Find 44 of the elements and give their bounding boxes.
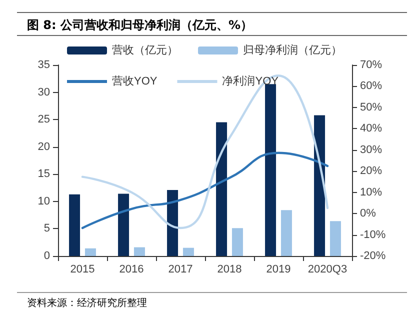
bar bbox=[314, 115, 326, 256]
y2-tick-label: 50% bbox=[360, 101, 382, 114]
bar bbox=[182, 248, 194, 256]
y2-tick-label: -20% bbox=[360, 250, 386, 262]
legend-label: 净利润YOY bbox=[222, 74, 280, 88]
bar bbox=[167, 190, 178, 256]
y2-tick-label: -10% bbox=[360, 228, 386, 241]
y-tick-label: 35 bbox=[38, 59, 50, 71]
bar bbox=[330, 221, 341, 256]
legend-label: 营收YOY bbox=[112, 74, 158, 88]
bar bbox=[216, 122, 228, 256]
text: 资料来源：经济研究所整理 bbox=[17, 292, 407, 310]
bar bbox=[84, 248, 96, 256]
y2-tick-label: 40% bbox=[360, 122, 382, 135]
y2-tick-label: 60% bbox=[360, 80, 382, 92]
y-tick-label: 20 bbox=[38, 140, 50, 153]
y-tick-label: 30 bbox=[38, 86, 50, 98]
chart-title: 图 8: 公司营收和归母净利润（亿元、%） bbox=[17, 12, 407, 36]
x-tick-label: 2017 bbox=[168, 264, 193, 276]
y2-tick-label: 10% bbox=[360, 186, 382, 198]
bar bbox=[118, 194, 130, 256]
y-tick-label: 5 bbox=[44, 222, 50, 235]
y-tick-label: 15 bbox=[38, 168, 50, 180]
x-tick-label: 2015 bbox=[70, 264, 95, 276]
x-tick-label: 2019 bbox=[266, 264, 291, 276]
y2-tick-label: 20% bbox=[360, 165, 382, 178]
line-series bbox=[81, 74, 329, 230]
bar bbox=[134, 247, 145, 256]
x-tick-label: 2020Q3 bbox=[308, 264, 348, 276]
bar bbox=[69, 194, 80, 256]
y2-tick-label: 0% bbox=[360, 208, 376, 220]
x-tick-label: 2018 bbox=[217, 264, 242, 276]
bar bbox=[280, 210, 292, 256]
y2-tick-label: 70% bbox=[360, 59, 382, 71]
bar bbox=[232, 228, 243, 256]
y-tick-label: 10 bbox=[38, 195, 50, 208]
legend-label: 营收（亿元） bbox=[112, 44, 178, 56]
legend-label: 归母净利润（亿元） bbox=[243, 44, 342, 56]
y2-tick-label: 30% bbox=[360, 144, 382, 156]
y-tick-label: 25 bbox=[38, 114, 50, 126]
line-series bbox=[81, 152, 329, 230]
x-tick-label: 2016 bbox=[119, 264, 144, 276]
bar bbox=[265, 84, 276, 256]
y-tick-label: 0 bbox=[44, 250, 50, 262]
